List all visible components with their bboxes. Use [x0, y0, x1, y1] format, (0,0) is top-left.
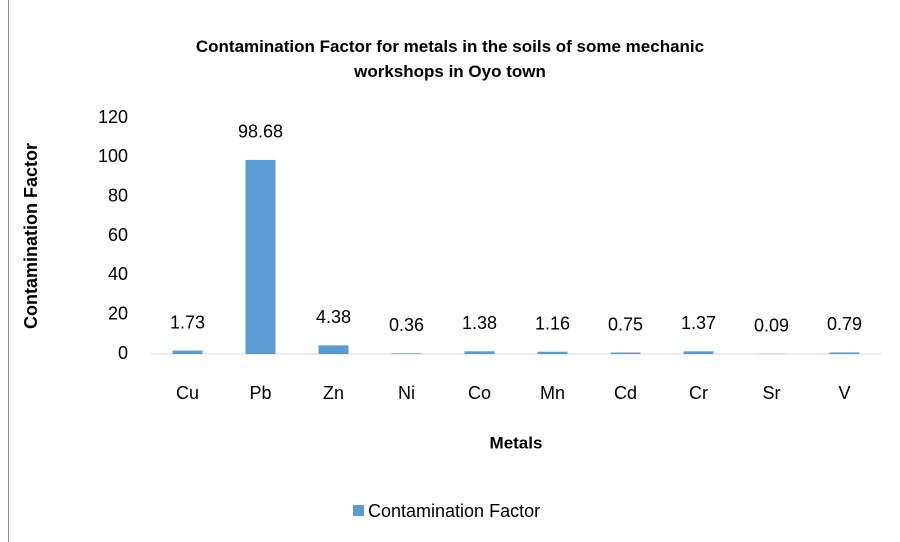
bar — [318, 345, 349, 354]
legend-label: Contamination Factor — [368, 501, 540, 521]
y-tick-label: 120 — [98, 107, 128, 127]
y-tick-label: 60 — [108, 225, 128, 245]
data-label: 4.38 — [316, 307, 351, 327]
x-tick-label: Pb — [249, 383, 271, 403]
data-label: 1.16 — [535, 313, 570, 333]
chart-title: Contamination Factor for metals in the s… — [195, 37, 705, 81]
x-tick-label: Cu — [176, 383, 199, 403]
y-tick-label: 20 — [108, 303, 128, 323]
legend-swatch — [353, 505, 364, 516]
x-tick-label: Mn — [540, 383, 565, 403]
bar — [391, 353, 422, 354]
y-tick-label: 40 — [108, 264, 128, 284]
bar — [610, 352, 641, 354]
bar — [537, 351, 568, 354]
data-label: 1.73 — [170, 312, 205, 332]
y-tick-label: 80 — [108, 185, 128, 205]
bar — [464, 351, 495, 354]
bar — [683, 351, 714, 354]
data-label: 98.68 — [238, 122, 283, 142]
y-tick-label: 0 — [118, 343, 128, 363]
x-tick-label: Cd — [614, 383, 637, 403]
data-label: 1.38 — [462, 313, 497, 333]
data-label: 0.75 — [608, 314, 643, 334]
chart-border — [8, 0, 900, 542]
data-label: 1.37 — [681, 313, 716, 333]
x-tick-label: Sr — [763, 383, 781, 403]
y-tick-label: 100 — [98, 146, 128, 166]
bar — [172, 350, 203, 354]
x-tick-label: Cr — [689, 383, 708, 403]
x-tick-label: V — [838, 383, 850, 403]
data-label: 0.36 — [389, 315, 424, 335]
x-axis-title: Metals — [490, 433, 543, 452]
x-tick-label: Co — [468, 383, 491, 403]
bar — [829, 352, 860, 354]
x-tick-label: Ni — [398, 383, 415, 403]
data-label: 0.09 — [754, 316, 789, 336]
y-axis-title: Contamination Factor — [21, 143, 41, 329]
x-tick-label: Zn — [323, 383, 344, 403]
data-label: 0.79 — [827, 314, 862, 334]
bar — [245, 159, 276, 354]
